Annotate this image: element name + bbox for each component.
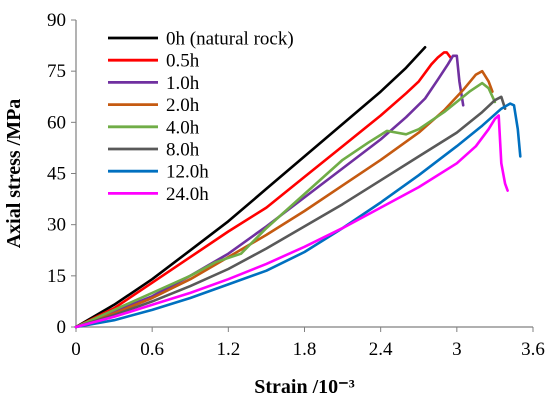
series-line-5 xyxy=(74,95,507,329)
series-line-1 xyxy=(74,51,452,329)
y-tick-label: 90 xyxy=(47,10,66,31)
x-tick-label: 3 xyxy=(452,339,462,360)
x-tick-label: 0.6 xyxy=(140,339,164,360)
x-tick-label: 1.8 xyxy=(293,339,317,360)
x-tick-label: 3.6 xyxy=(521,339,545,360)
legend-label: 4.0h xyxy=(166,117,200,138)
x-tick-label: 0 xyxy=(71,339,81,360)
legend-label: 24.0h xyxy=(166,184,209,205)
series-lines xyxy=(74,45,522,329)
plot-area xyxy=(75,20,533,328)
legend-label: 12.0h xyxy=(166,162,209,183)
y-axis: 0 15 30 45 60 75 90 xyxy=(47,10,76,338)
y-tick-label: 60 xyxy=(47,112,66,133)
y-tick-label: 75 xyxy=(47,61,66,82)
x-tick-label: 1.2 xyxy=(216,339,240,360)
x-axis-title: Strain /10⁻³ xyxy=(254,376,354,398)
y-tick-label: 45 xyxy=(47,164,66,185)
y-axis-title: Axial stress /MPa xyxy=(3,99,25,249)
legend: 0h (natural rock)0.5h1.0h2.0h4.0h8.0h12.… xyxy=(108,29,294,205)
y-tick-label: 30 xyxy=(47,215,66,236)
y-tick-label: 0 xyxy=(57,317,67,338)
y-tick-label: 15 xyxy=(47,266,66,287)
legend-label: 0.5h xyxy=(166,51,200,72)
series-line-6 xyxy=(74,102,522,329)
x-axis: 0 0.6 1.2 1.8 2.4 3 3.6 xyxy=(71,327,545,360)
legend-label: 0h (natural rock) xyxy=(166,29,294,50)
series-line-4 xyxy=(74,81,497,329)
legend-label: 1.0h xyxy=(166,73,200,94)
legend-label: 2.0h xyxy=(166,95,200,116)
series-line-7 xyxy=(74,114,509,329)
series-line-0 xyxy=(74,45,427,329)
series-line-3 xyxy=(74,69,494,329)
series-line-2 xyxy=(74,54,465,329)
x-tick-label: 2.4 xyxy=(369,339,393,360)
legend-label: 8.0h xyxy=(166,140,200,161)
